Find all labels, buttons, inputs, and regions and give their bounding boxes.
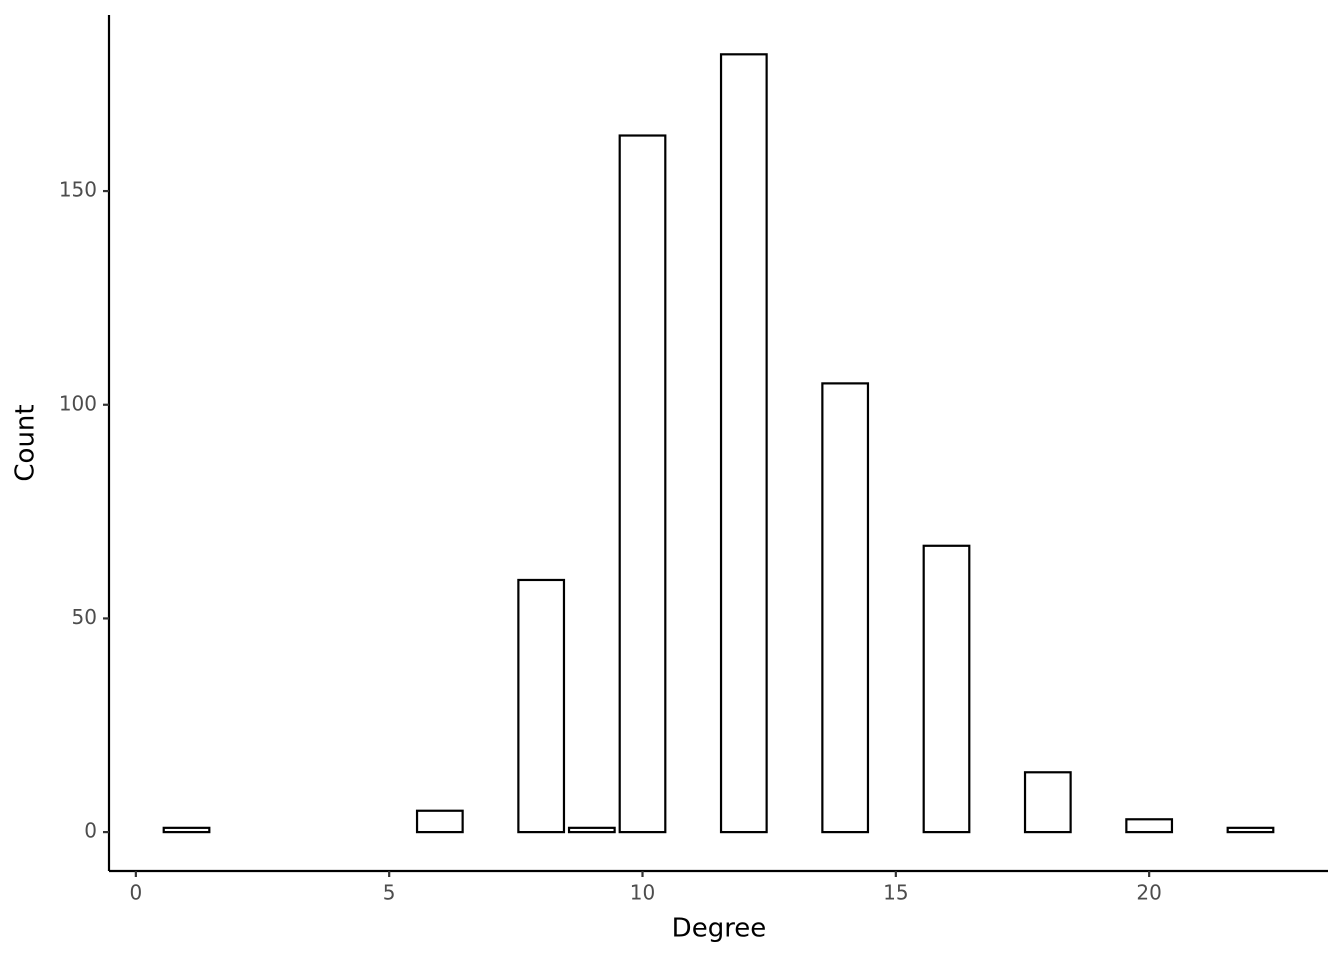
y-tick-label: 100 [59, 391, 97, 415]
bar [1226, 826, 1275, 834]
x-tick-label: 20 [1136, 881, 1161, 905]
bar [821, 382, 870, 834]
y-axis-title: Count [11, 404, 41, 481]
bar [1125, 818, 1174, 834]
x-tick-label: 10 [630, 881, 655, 905]
y-tick-label: 0 [84, 819, 97, 843]
x-tick-label: 0 [129, 881, 142, 905]
x-tick-label: 15 [883, 881, 908, 905]
bar [162, 826, 211, 834]
y-tick-label: 50 [72, 605, 97, 629]
bar [719, 53, 768, 834]
y-tick-label: 150 [59, 178, 97, 202]
bar [517, 578, 566, 834]
bar [922, 544, 971, 834]
bar [1023, 771, 1072, 834]
x-axis-title: Degree [672, 914, 767, 944]
bar [415, 809, 464, 834]
x-tick-label: 5 [383, 881, 396, 905]
bar [618, 134, 667, 834]
bar [567, 826, 616, 834]
